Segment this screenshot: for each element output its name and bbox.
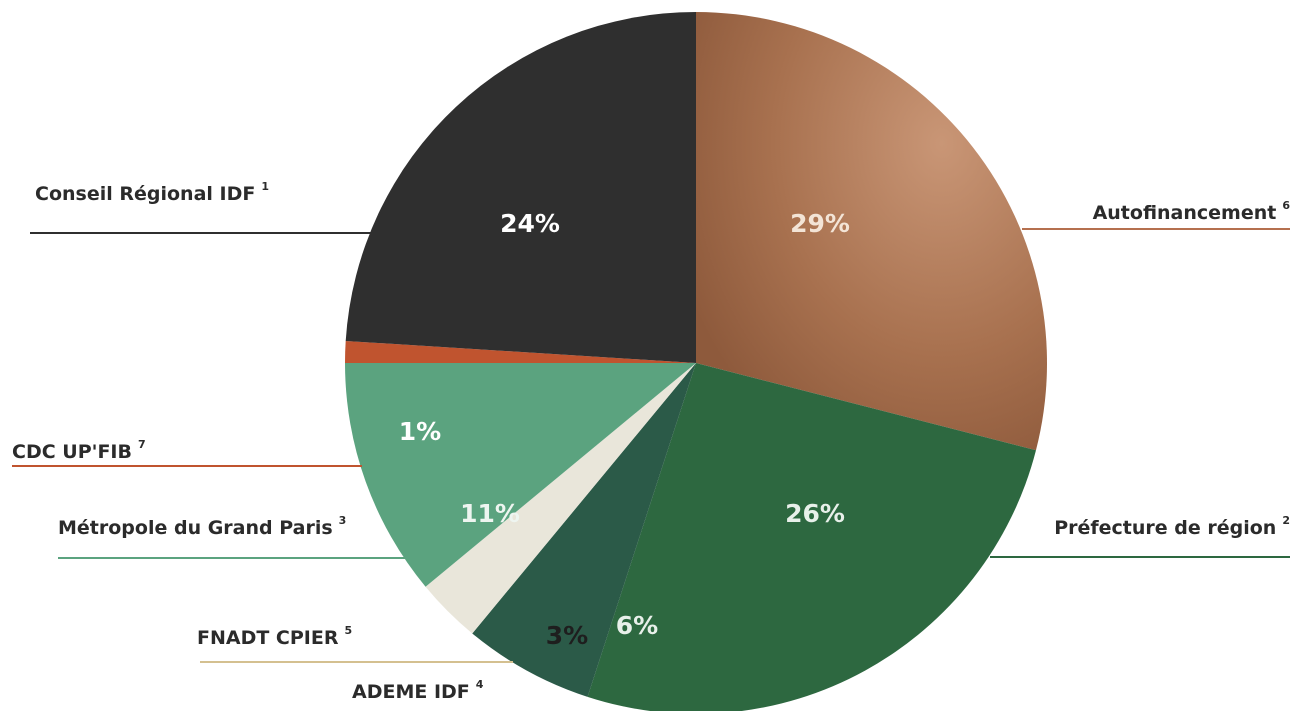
slice-name: Préfecture de région: [1054, 517, 1276, 539]
pie-slice: [425, 363, 696, 634]
slice-label: CDC UP'FIB 7: [12, 438, 146, 463]
pie-slice: [696, 12, 1047, 451]
slice-note: 2: [1282, 514, 1290, 527]
slice-label: Conseil Régional IDF 1: [35, 180, 269, 205]
slice-note: 7: [138, 438, 146, 451]
slice-name: FNADT CPIER: [197, 627, 339, 649]
value-label: 11%: [460, 499, 520, 528]
value-label: 6%: [616, 611, 658, 640]
value-label: 3%: [546, 621, 588, 650]
slice-label: ADEME IDF 4: [352, 678, 484, 703]
slice-label: Préfecture de région 2: [1054, 514, 1290, 539]
pie-slice: [345, 340, 696, 363]
slice-name: Autofinancement: [1093, 202, 1277, 224]
slice-name: ADEME IDF: [352, 681, 470, 703]
value-label: 24%: [500, 209, 560, 238]
pie-slice: [472, 363, 696, 697]
slice-name: Métropole du Grand Paris: [58, 517, 333, 539]
slice-label: Autofinancement 6: [1093, 199, 1291, 224]
pie-slice: [345, 12, 696, 363]
value-label: 1%: [399, 417, 441, 446]
slice-name: Conseil Régional IDF: [35, 183, 255, 205]
slice-note: 5: [344, 624, 352, 637]
slice-note: 6: [1282, 199, 1290, 212]
slice-name: CDC UP'FIB: [12, 441, 132, 463]
pie-slice: [587, 363, 1036, 711]
slice-note: 1: [261, 180, 269, 193]
slice-label: Métropole du Grand Paris 3: [58, 514, 346, 539]
slice-note: 4: [476, 678, 484, 691]
value-label: 26%: [785, 499, 845, 528]
slice-label: FNADT CPIER 5: [197, 624, 352, 649]
value-label: 29%: [790, 209, 850, 238]
pie-slice: [345, 363, 696, 587]
slice-note: 3: [339, 514, 347, 527]
